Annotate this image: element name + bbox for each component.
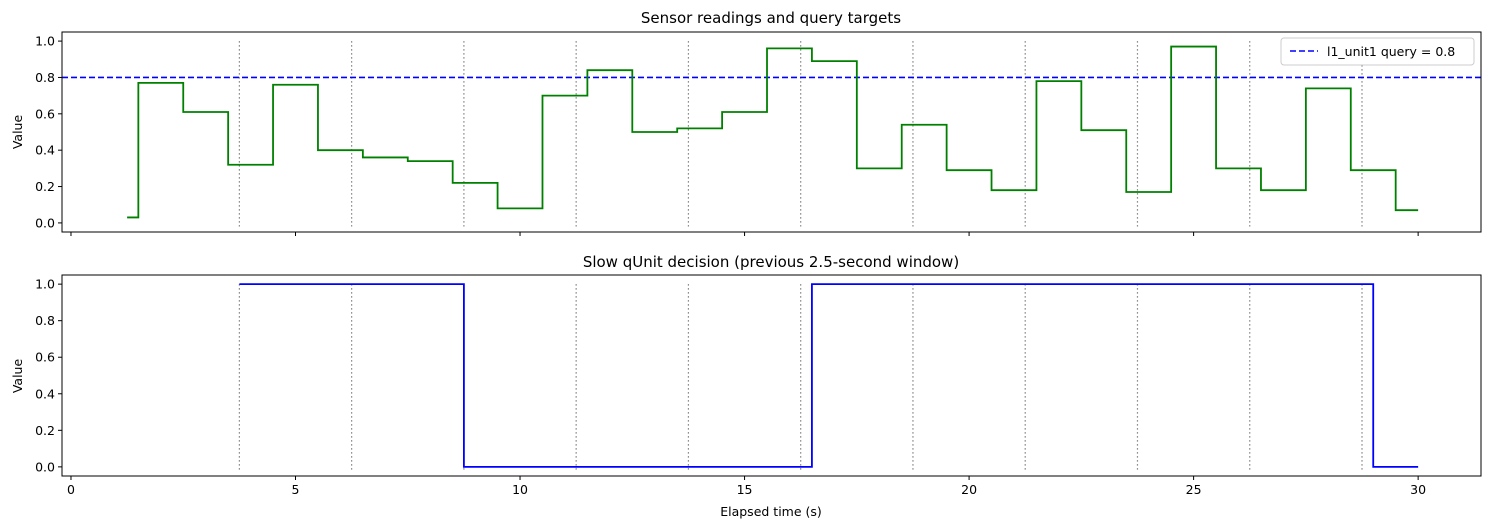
bottom-series-line — [239, 283, 1419, 468]
legend-frame — [1280, 37, 1475, 66]
top-plot-area — [62, 41, 1481, 227]
x-axis-label: Elapsed time (s) — [720, 504, 822, 519]
legend: l1_unit1 query = 0.8 — [1280, 37, 1475, 66]
bottom-y-tick-label: 0.2 — [35, 423, 55, 438]
top-chart-title: Sensor readings and query targets — [641, 9, 901, 27]
bottom-y-tick-label: 0.6 — [35, 350, 55, 365]
top-y-axis-label: Value — [10, 115, 25, 150]
bottom-y-tick-label: 0.0 — [35, 459, 55, 474]
top-y-tick-label: 0.0 — [35, 215, 55, 230]
bottom-y-tick-label: 0.4 — [35, 386, 55, 401]
top-y-tick-label: 0.2 — [35, 179, 55, 194]
bottom-x-tick-label: 20 — [961, 482, 977, 497]
bottom-x-tick-label: 0 — [67, 482, 75, 497]
bottom-plot-area — [238, 283, 1419, 471]
bottom-x-tick-label: 25 — [1186, 482, 1202, 497]
bottom-chart-title: Slow qUnit decision (previous 2.5-second… — [583, 253, 959, 271]
top-axes: Sensor readings and query targets Value … — [10, 9, 1482, 236]
top-y-tick-label: 1.0 — [35, 34, 55, 49]
top-axes-frame — [61, 31, 1482, 233]
bottom-y-tick-label: 1.0 — [35, 277, 55, 292]
top-series-line — [127, 45, 1419, 219]
bottom-x-tick-label: 10 — [512, 482, 528, 497]
bottom-axes: Slow qUnit decision (previous 2.5-second… — [10, 253, 1482, 519]
bottom-x-tick-label: 30 — [1410, 482, 1426, 497]
top-y-tick-label: 0.6 — [35, 106, 55, 121]
bottom-y-tick-label: 0.8 — [35, 313, 55, 328]
bottom-axes-frame — [61, 274, 1482, 477]
bottom-y-axis-label: Value — [10, 359, 25, 394]
top-y-tick-label: 0.8 — [35, 70, 55, 85]
legend-query-label: l1_unit1 query = 0.8 — [1327, 44, 1455, 59]
bottom-x-tick-label: 15 — [737, 482, 753, 497]
top-y-tick-label: 0.4 — [35, 143, 55, 158]
bottom-x-tick-label: 5 — [292, 482, 300, 497]
